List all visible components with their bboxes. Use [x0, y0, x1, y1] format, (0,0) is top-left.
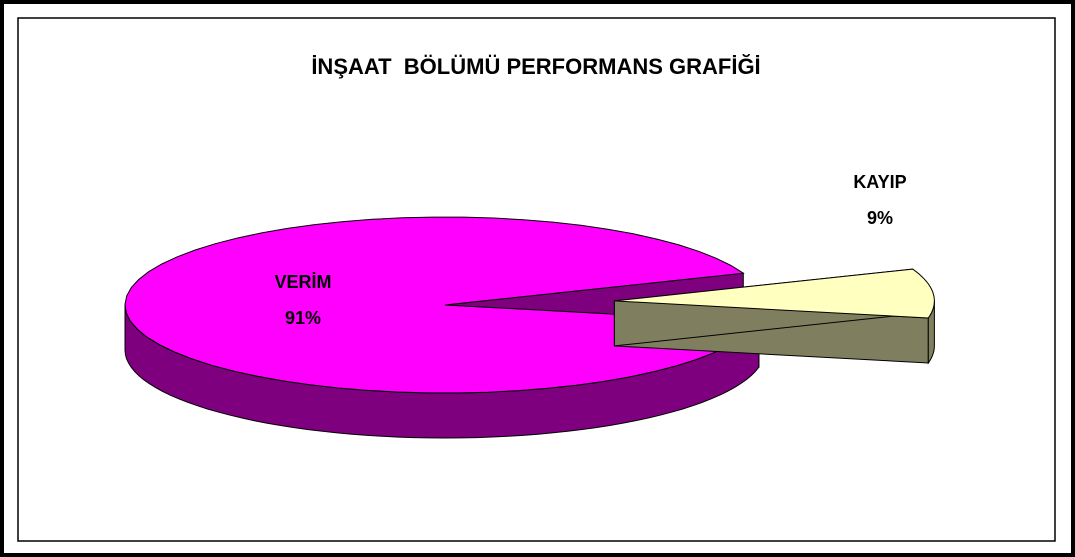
slice-label: VERİM [274, 272, 331, 292]
slice-value-label: 9% [867, 208, 893, 228]
chart-title: İNŞAAT BÖLÜMÜ PERFORMANS GRAFİĞİ [311, 54, 760, 79]
slice [614, 268, 935, 319]
slice-label: KAYIP [853, 172, 906, 192]
slice [124, 216, 760, 394]
slice-value-label: 91% [285, 308, 321, 328]
